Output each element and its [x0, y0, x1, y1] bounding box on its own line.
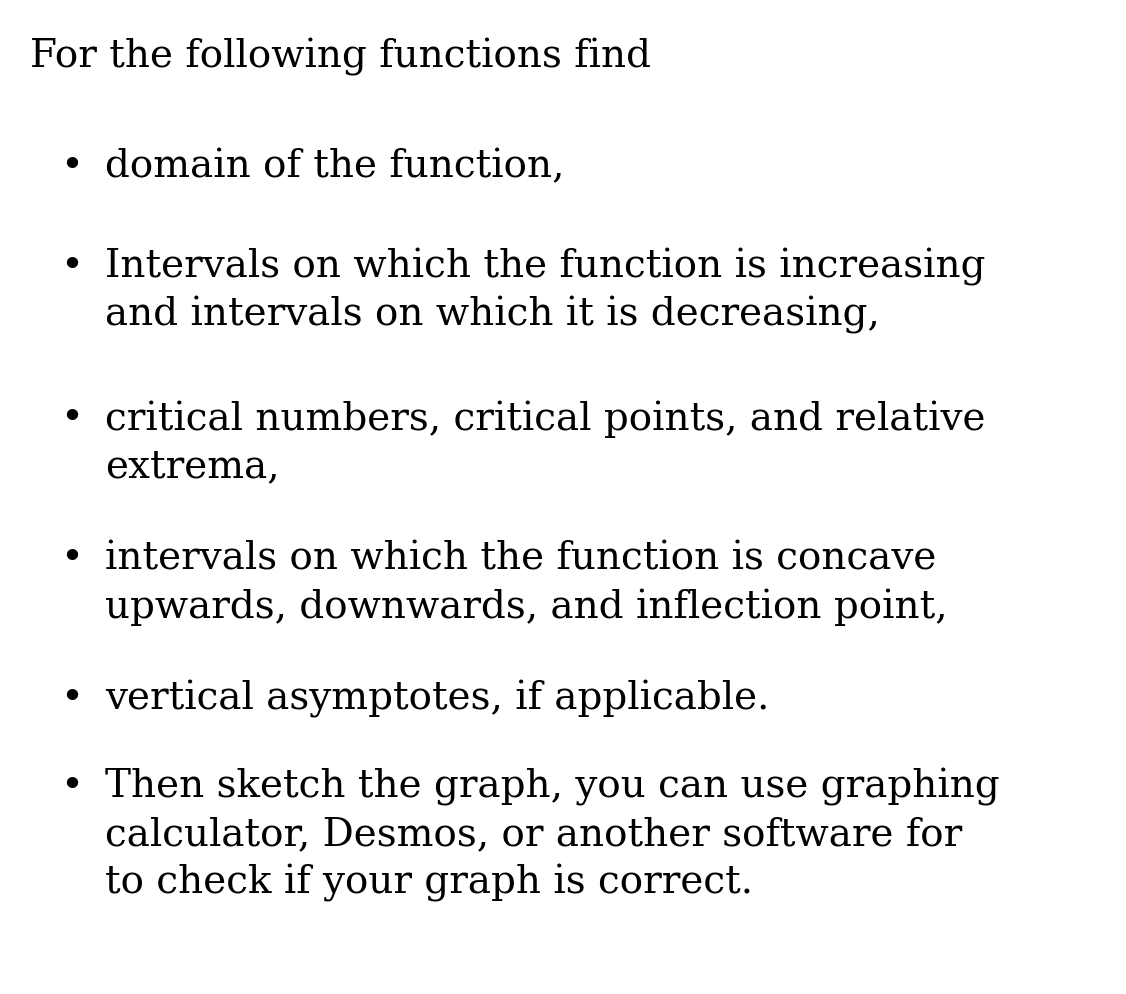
Text: •: •	[60, 400, 83, 437]
Text: critical numbers, critical points, and relative: critical numbers, critical points, and r…	[105, 400, 985, 437]
Text: •: •	[60, 680, 83, 717]
Text: vertical asymptotes, if applicable.: vertical asymptotes, if applicable.	[105, 680, 769, 718]
Text: Then sketch the graph, you can use graphing: Then sketch the graph, you can use graph…	[105, 768, 1000, 806]
Text: For the following functions find: For the following functions find	[30, 38, 651, 76]
Text: and intervals on which it is decreasing,: and intervals on which it is decreasing,	[105, 296, 879, 334]
Text: •: •	[60, 768, 83, 805]
Text: to check if your graph is correct.: to check if your graph is correct.	[105, 864, 753, 902]
Text: extrema,: extrema,	[105, 448, 279, 485]
Text: Intervals on which the function is increasing: Intervals on which the function is incre…	[105, 248, 985, 286]
Text: •: •	[60, 248, 83, 285]
Text: upwards, downwards, and inflection point,: upwards, downwards, and inflection point…	[105, 588, 948, 625]
Text: calculator, Desmos, or another software for: calculator, Desmos, or another software …	[105, 816, 963, 853]
Text: •: •	[60, 540, 83, 577]
Text: •: •	[60, 148, 83, 185]
Text: intervals on which the function is concave: intervals on which the function is conca…	[105, 540, 937, 577]
Text: domain of the function,: domain of the function,	[105, 148, 564, 185]
